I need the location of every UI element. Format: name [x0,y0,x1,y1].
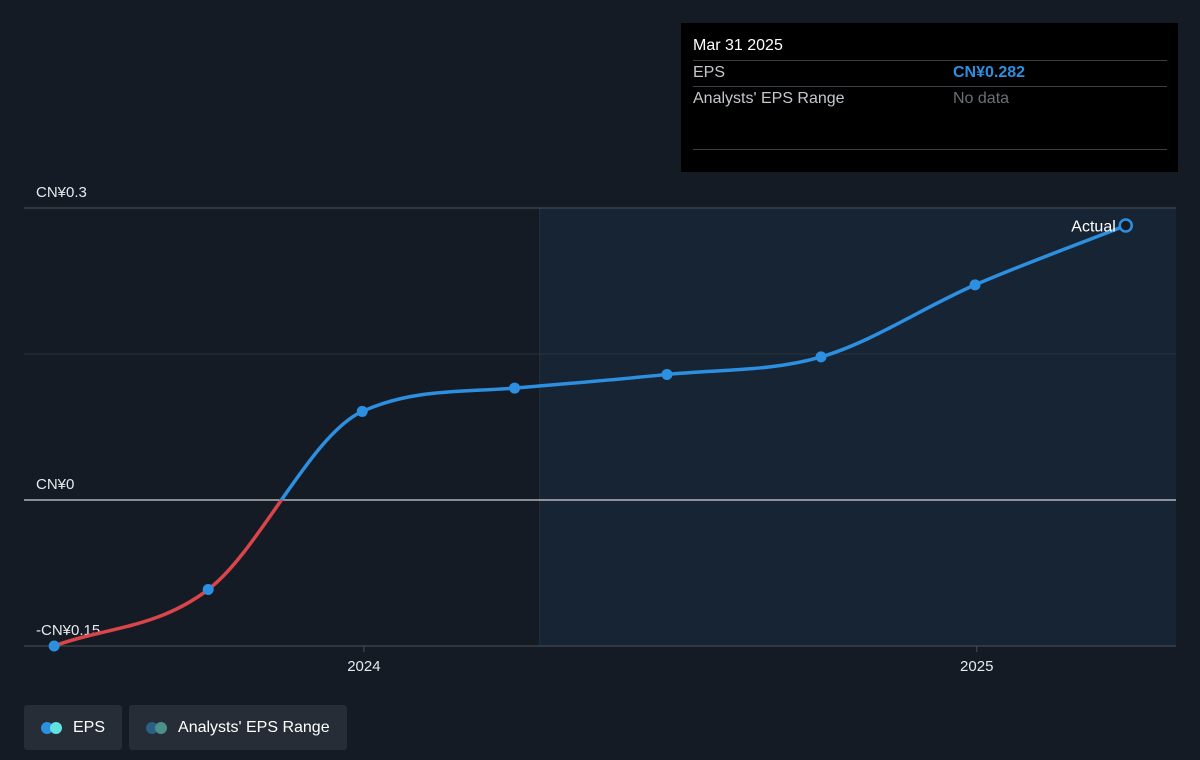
legend: EPS Analysts' EPS Range [24,705,354,750]
legend-eps-button[interactable]: EPS [24,705,123,750]
tooltip-row-eps: EPS CN¥0.282 [693,60,1167,86]
tooltip-range-label: Analysts' EPS Range [693,90,845,107]
tooltip-eps-label: EPS [693,64,726,81]
eps-line-positive [279,223,1127,500]
tooltip-row-range: Analysts' EPS Range No data [693,86,1167,112]
tooltip-divider [693,149,1167,150]
y-axis-labels: CN¥0.3 CN¥0 -CN¥0.15 [36,184,100,639]
x-axis-labels: 2024 2025 [347,646,993,675]
eps-legend-icon [41,721,63,734]
legend-range-button[interactable]: Analysts' EPS Range [129,705,347,750]
eps-point[interactable] [509,382,521,394]
gridlines [24,207,1176,647]
range-legend-icon [146,721,168,734]
tooltip-eps-value: CN¥0.282 [953,64,1026,81]
y-tick-label: -CN¥0.15 [36,622,100,639]
eps-point[interactable] [356,405,368,417]
eps-points [48,218,1134,652]
tooltip-panel: Mar 31 2025 EPS CN¥0.282 Analysts' EPS R… [681,23,1178,172]
eps-line-negative [53,500,284,648]
y-tick-label: CN¥0 [36,476,74,493]
y-tick-label: CN¥0.3 [36,184,87,201]
x-tick-label: 2025 [960,658,993,675]
eps-point[interactable] [661,368,673,380]
eps-point[interactable] [48,640,60,652]
eps-point-latest[interactable] [1118,218,1134,233]
actual-label: Actual [1071,219,1115,236]
x-tick-label: 2024 [347,658,380,675]
forecast-region-shade [539,208,1176,646]
tooltip-date: Mar 31 2025 [693,37,783,54]
eps-point[interactable] [815,351,827,363]
eps-point[interactable] [969,279,981,291]
legend-range-label: Analysts' EPS Range [178,718,330,736]
tooltip-range-value: No data [953,90,1010,107]
eps-series [53,223,1127,648]
eps-point[interactable] [202,584,214,596]
legend-eps-label: EPS [73,718,106,736]
